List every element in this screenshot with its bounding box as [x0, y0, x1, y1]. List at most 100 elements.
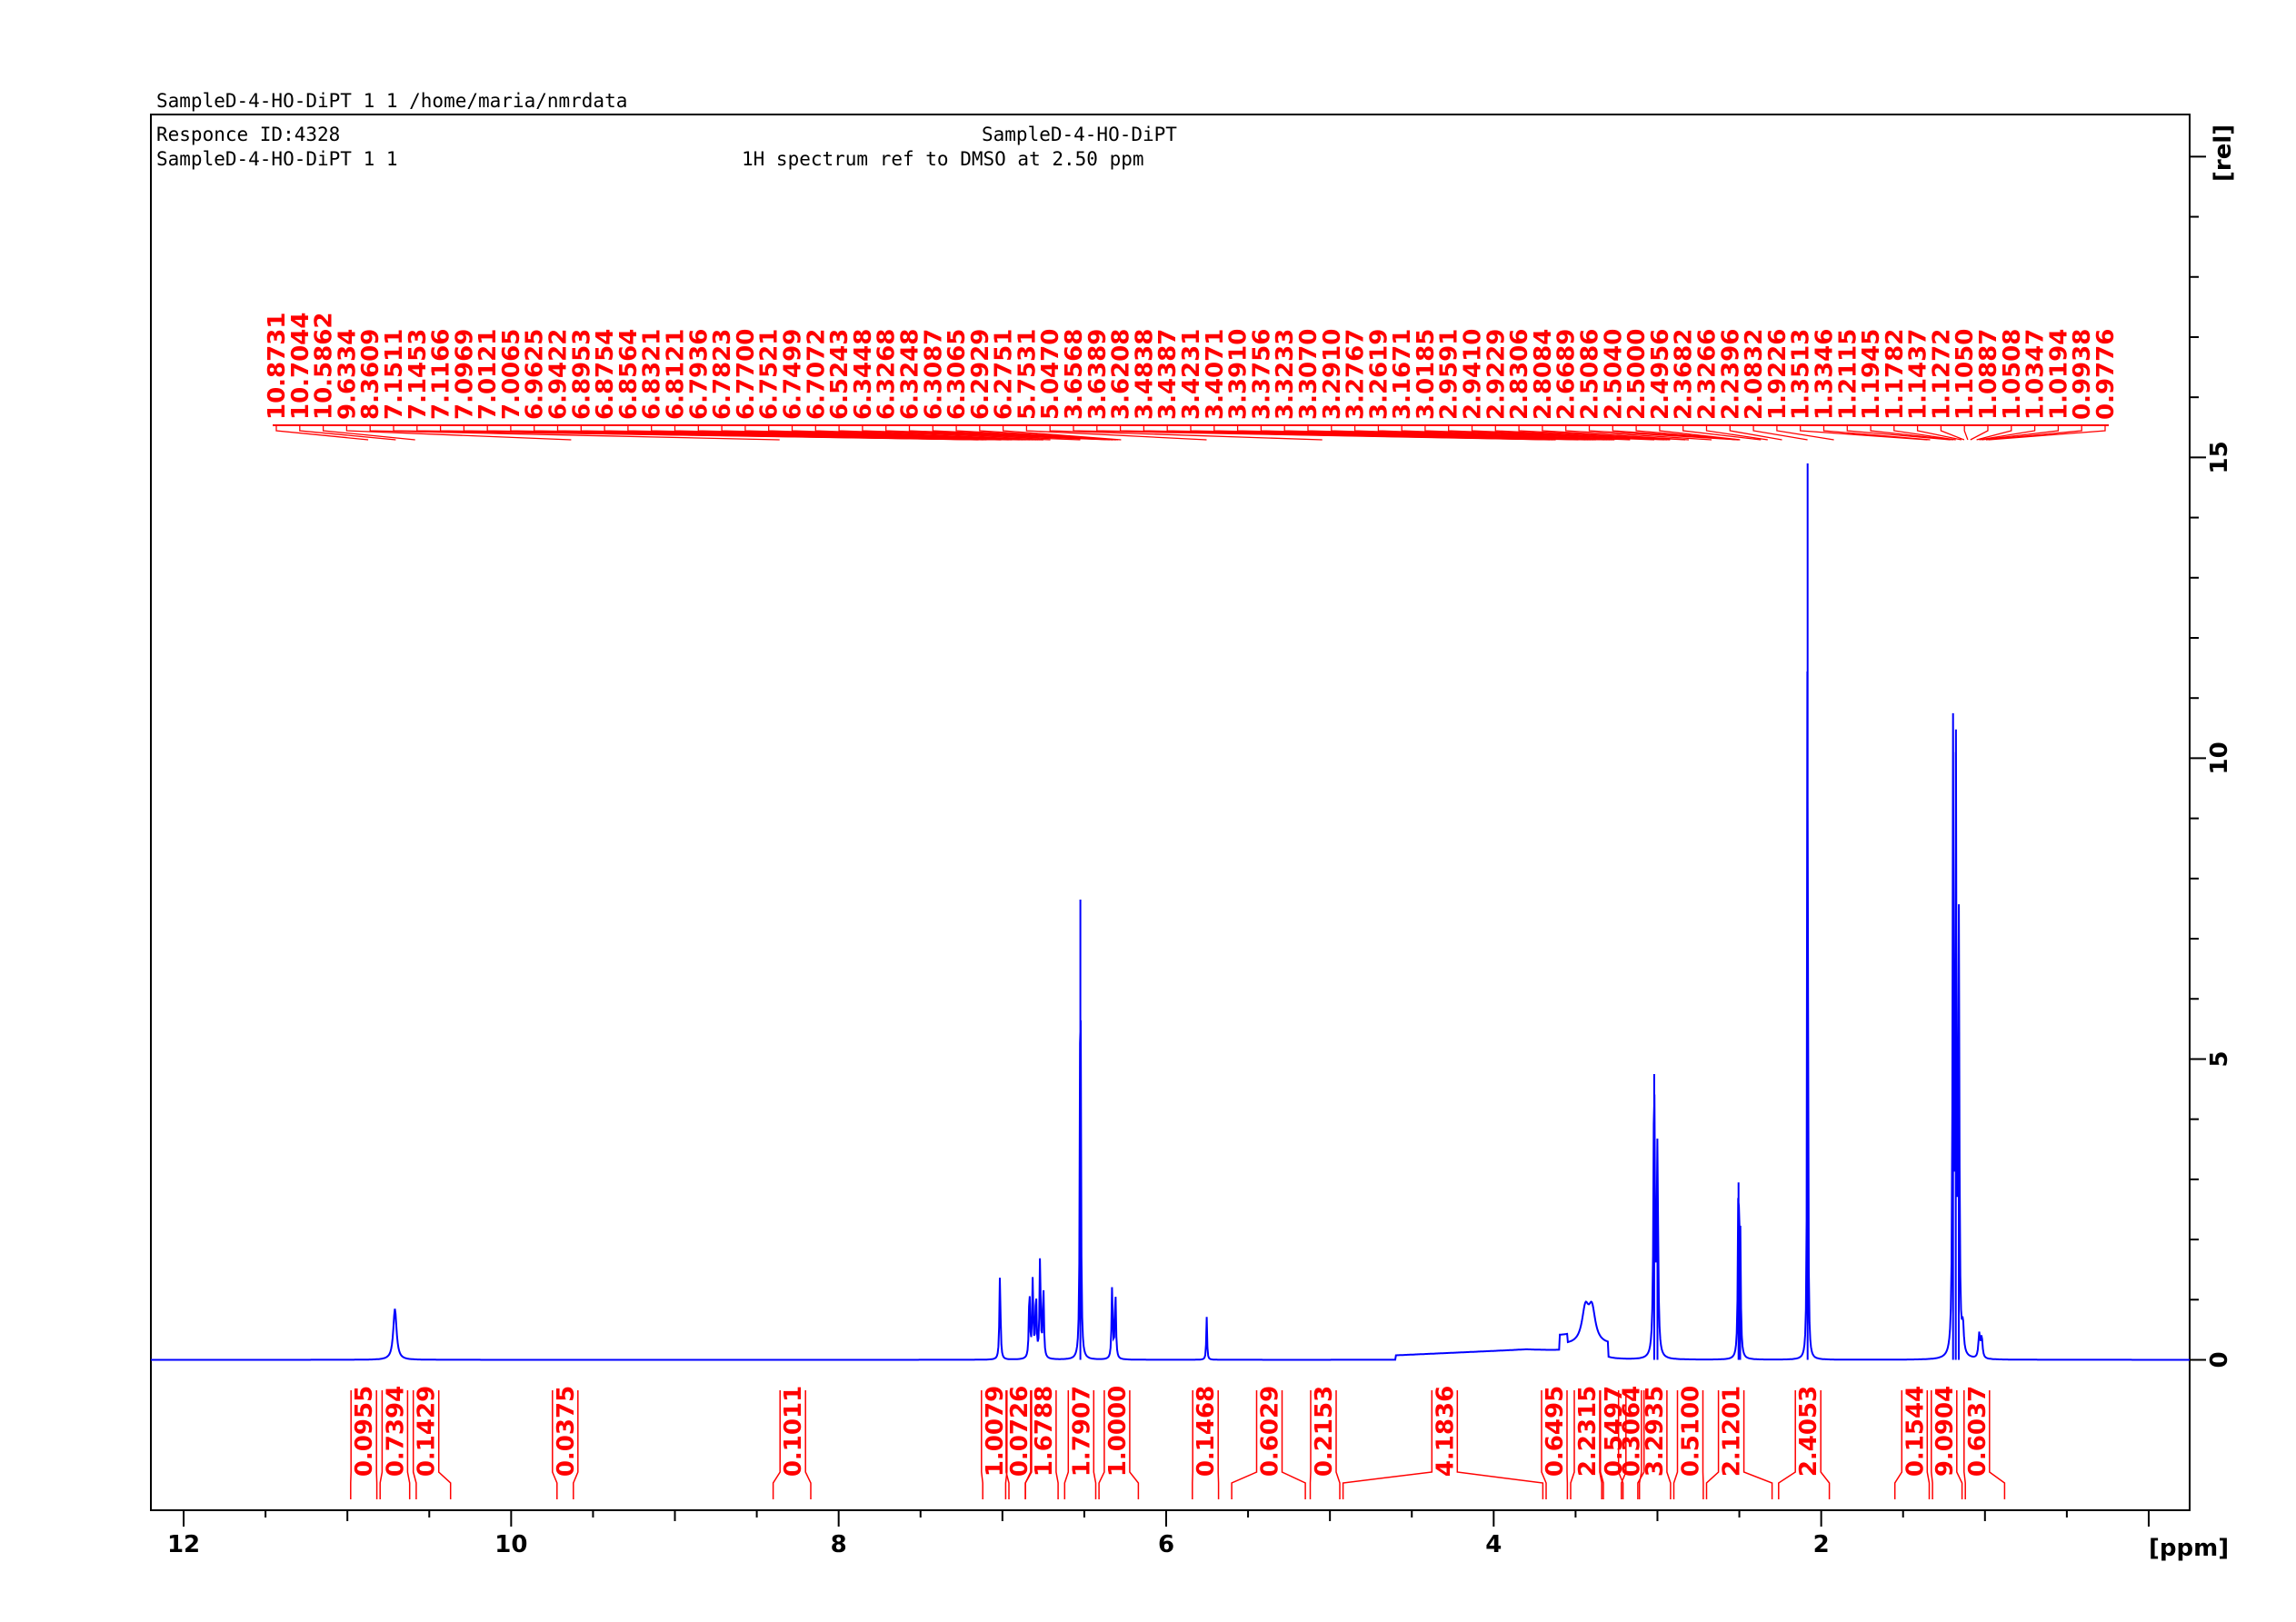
peak-leader-line [1565, 425, 1712, 441]
peak-label: 1.3346 [1812, 329, 1839, 420]
peak-leader-line [1424, 425, 1655, 441]
peak-leader-lines [273, 424, 2109, 441]
peak-label: 1.3513 [1788, 329, 1815, 420]
integral-label: 1.7907 [1068, 1386, 1095, 1477]
integral-bracket [1098, 1390, 1140, 1499]
integral-label: 0.5100 [1678, 1386, 1705, 1477]
peak-label: 1.1272 [1928, 329, 1955, 420]
peak-leader-line [1976, 425, 2012, 441]
peak-label: 2.9591 [1436, 329, 1463, 420]
peak-label: 2.3682 [1671, 329, 1698, 420]
peak-label: 3.2619 [1365, 329, 1393, 420]
integral-bracket [772, 1390, 812, 1499]
peak-leader-line [1822, 425, 1931, 441]
peak-leader-line [1982, 425, 2060, 441]
peak-leader-line [1979, 425, 2036, 441]
peak-label: 8.3609 [357, 329, 384, 420]
peak-leader-line [1612, 425, 1739, 441]
peak-label: 3.6208 [1108, 329, 1135, 420]
peak-label: 3.4231 [1178, 329, 1205, 420]
integral-bracket [981, 1390, 1008, 1499]
peak-leader-line [955, 425, 1116, 441]
y-tick-label: 15 [2206, 441, 2233, 473]
x-axis: 12 10 8 6 4 2 [167, 1510, 2150, 1558]
peak-label: 6.3448 [850, 329, 877, 420]
integral-label: 0.0375 [553, 1386, 580, 1477]
integral-bracket [379, 1390, 411, 1499]
peak-leader-line [1916, 425, 1962, 441]
x-tick-label: 10 [494, 1531, 527, 1558]
integral-bracket [1231, 1390, 1306, 1499]
peak-label: 3.0185 [1413, 329, 1440, 420]
integral-bracket [552, 1390, 579, 1499]
peak-label: 6.8321 [639, 329, 666, 420]
peak-label: 6.2751 [991, 329, 1018, 420]
peak-label: 1.1945 [1858, 329, 1885, 420]
integral-label: 3.2935 [1642, 1386, 1669, 1477]
peak-label: 2.6689 [1553, 329, 1581, 420]
integral-label: 1.0000 [1104, 1386, 1132, 1477]
peak-leader-line [1752, 425, 1808, 441]
peak-label: 1.0347 [2022, 329, 2050, 420]
peak-leader-line [1682, 425, 1762, 441]
peak-label: 6.2929 [967, 329, 994, 420]
x-tick-label: 4 [1485, 1531, 1502, 1558]
peak-leader-line [1729, 425, 1782, 441]
integral-label: 9.0904 [1932, 1386, 1959, 1477]
integral-label: 0.0955 [351, 1386, 378, 1477]
peak-label: 6.3248 [897, 329, 924, 420]
peak-label: 6.7499 [780, 329, 807, 420]
header-line3-left: SampleD-4-HO-DiPT 1 1 [156, 148, 398, 170]
integral-bracket [1638, 1390, 1672, 1499]
peak-label: 3.6568 [1061, 329, 1088, 420]
peak-label: 7.0969 [451, 329, 478, 420]
peak-label: 2.8084 [1530, 329, 1557, 420]
peak-label: 3.2910 [1319, 329, 1346, 420]
integral-label: 0.0726 [1006, 1386, 1033, 1477]
peak-leader-line [369, 425, 780, 441]
integral-bracket [1600, 1390, 1627, 1499]
integral-bracket [1893, 1390, 1931, 1499]
peak-label: 6.3268 [873, 329, 901, 420]
integral-label: 2.2315 [1574, 1386, 1602, 1477]
peak-leader-line [1988, 425, 2106, 441]
integral-bracket [1963, 1390, 2006, 1499]
peak-leader-line [1705, 425, 1768, 441]
peak-label: 6.8121 [663, 329, 690, 420]
integral-label: 0.6495 [1542, 1386, 1569, 1477]
integral-label: 0.1544 [1902, 1386, 1929, 1477]
peak-label: 2.3266 [1694, 329, 1722, 420]
peak-label: 1.1050 [1952, 329, 1979, 420]
integral-bracket [1541, 1390, 1569, 1499]
peak-label: 0.9776 [2092, 329, 2120, 420]
peak-label: 6.7823 [709, 329, 736, 420]
integral-label: 0.1468 [1193, 1386, 1220, 1477]
peak-label: 6.7936 [685, 329, 713, 420]
peak-label: 10.5862 [311, 313, 338, 420]
peak-label: 6.8953 [568, 329, 595, 420]
peak-label: 3.3070 [1295, 329, 1323, 420]
header-line2-right: SampleD-4-HO-DiPT [982, 124, 1177, 145]
header-line2-left: Responce ID:4328 [156, 124, 340, 145]
peak-leader-line [1776, 425, 1834, 441]
plot-frame [150, 114, 2191, 1511]
peak-label: 6.9625 [522, 329, 549, 420]
peak-leader-line [275, 425, 369, 441]
integral-bracket [350, 1390, 378, 1499]
integral-label: 2.4053 [1795, 1386, 1822, 1477]
peak-leader-line [1518, 425, 1686, 441]
peak-label: 2.8306 [1506, 329, 1533, 420]
integral-label: 4.1836 [1432, 1386, 1459, 1477]
integral-label: 1.6788 [1031, 1386, 1058, 1477]
peak-label: 2.5040 [1600, 329, 1627, 420]
peak-leader-line [838, 425, 1081, 441]
peak-label: 7.1511 [381, 329, 408, 420]
peak-label: 5.7531 [1013, 329, 1041, 420]
peak-leader-line [1588, 425, 1739, 441]
peak-leader-line [1635, 425, 1740, 441]
peak-label: 1.9226 [1764, 329, 1792, 420]
peak-label: 2.5000 [1623, 329, 1651, 420]
integral-label: 0.2153 [1311, 1386, 1338, 1477]
x-tick-label: 12 [167, 1531, 200, 1558]
peak-leader-line [1800, 425, 1928, 441]
